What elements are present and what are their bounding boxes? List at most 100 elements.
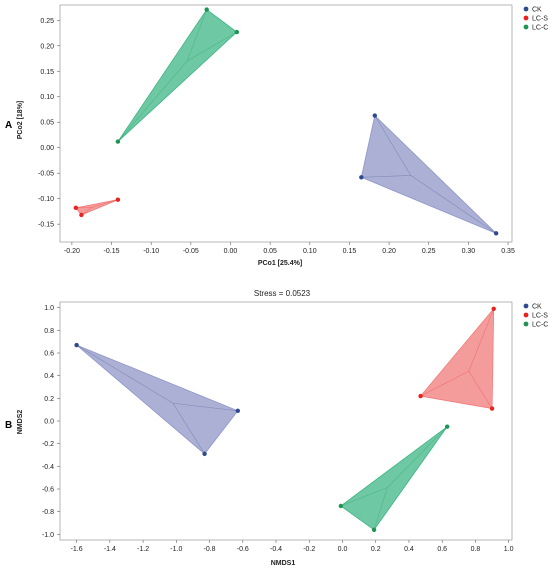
spoke-ck xyxy=(410,175,497,234)
x-tick-label: -0.05 xyxy=(183,248,199,255)
y-tick-label: 0.20 xyxy=(40,43,54,50)
x-tick-label: 0.35 xyxy=(501,248,515,255)
panel-b-plot-frame xyxy=(59,301,513,541)
point-lc-s xyxy=(73,205,79,211)
x-tick-label: -1.2 xyxy=(137,546,149,553)
panel-a-letter: A xyxy=(5,120,12,131)
point-lc-c xyxy=(234,29,240,35)
panel-a-hulls xyxy=(75,9,497,234)
y-tick-label: 0.0 xyxy=(44,419,54,426)
point-ck xyxy=(202,451,207,457)
point-lc-s xyxy=(115,197,121,202)
legend-label-ck: CK xyxy=(532,304,542,311)
point-ck xyxy=(359,175,364,180)
legend-marker-ck xyxy=(523,303,529,309)
panel-a-x-axis-title: PCo1 [25.4%] xyxy=(258,260,302,267)
x-tick-label: 0.2 xyxy=(371,546,381,553)
spoke-lc-s xyxy=(468,308,494,372)
panel-a-points xyxy=(73,7,499,236)
y-tick-label: 0.00 xyxy=(40,145,54,152)
spoke-lc-c xyxy=(186,31,237,62)
x-tick-label: 0.8 xyxy=(471,546,481,553)
x-tick-label: 0.05 xyxy=(263,248,277,255)
x-tick-label: -1.4 xyxy=(104,546,116,553)
panel-b-hulls xyxy=(76,307,495,531)
spoke-ck xyxy=(374,115,412,176)
x-tick-label: -0.10 xyxy=(143,248,159,255)
y-tick-label: 0.4 xyxy=(44,373,54,380)
spoke-lc-c xyxy=(373,487,388,530)
y-tick-label: -0.2 xyxy=(42,441,54,448)
panel-b-legend: CK LC-S LC-C xyxy=(523,303,548,329)
hull-ck xyxy=(76,344,239,455)
panel-b-nmds: Stress = 0.0523 B NMDS2 NMDS1 -1.6 -1.4 -1… xyxy=(5,289,548,567)
x-tick-label: -0.2 xyxy=(303,546,315,553)
panel-b-stress-title: Stress = 0.0523 xyxy=(254,289,311,298)
y-tick-label: -0.8 xyxy=(42,509,54,516)
panel-a-legend: CK LC-S LC-C xyxy=(523,6,548,32)
panel-a-pcoa: A PCo2 [18%] PCo1 [25.4%] -0.20 -0.15 -0.1… xyxy=(5,4,548,267)
x-tick-label: 0.25 xyxy=(422,248,436,255)
legend-label-lc-s: LC-S xyxy=(532,16,548,23)
legend-label-lc-c: LC-C xyxy=(532,322,548,329)
y-tick-label: -0.10 xyxy=(38,196,54,203)
y-tick-label: 0.10 xyxy=(40,94,54,101)
point-lc-c xyxy=(444,424,450,429)
spoke-ck xyxy=(172,403,205,455)
x-tick-label: 0.6 xyxy=(437,546,447,553)
spoke-lc-s xyxy=(420,370,469,397)
panel-b-points xyxy=(74,306,496,532)
y-tick-label: -0.6 xyxy=(42,487,54,494)
legend-label-lc-c: LC-C xyxy=(532,25,548,32)
point-lc-s xyxy=(489,406,495,411)
point-lc-s xyxy=(79,212,84,218)
panel-a-ticks: -0.20 -0.15 -0.10 -0.05 0.00 0.05 0.10 0.15 0.20… xyxy=(38,18,515,255)
y-tick-label: 0.2 xyxy=(44,396,54,403)
panel-b-x-axis-title: NMDS1 xyxy=(271,560,296,567)
legend-label-ck: CK xyxy=(532,7,542,14)
spoke-lc-s xyxy=(91,199,118,208)
spoke-lc-s xyxy=(468,370,493,409)
spoke-ck xyxy=(172,402,238,412)
point-lc-c xyxy=(371,527,377,532)
y-tick-label: -0.15 xyxy=(38,222,54,229)
legend-marker-lc-c xyxy=(523,24,529,30)
y-tick-label: 1.0 xyxy=(44,305,54,312)
y-tick-label: -0.05 xyxy=(38,171,54,178)
legend-marker-lc-s xyxy=(523,15,529,21)
point-ck xyxy=(372,113,378,118)
spoke-ck xyxy=(361,175,411,178)
panel-b-y-axis-title: NMDS2 xyxy=(17,410,24,435)
x-tick-label: 0.20 xyxy=(382,248,396,255)
point-lc-s xyxy=(418,393,423,399)
y-tick-label: 0.8 xyxy=(44,328,54,335)
point-ck xyxy=(74,342,79,348)
point-lc-c xyxy=(115,139,121,144)
x-tick-label: 0.15 xyxy=(343,248,357,255)
y-tick-label: 0.05 xyxy=(40,120,54,127)
x-tick-label: 0.10 xyxy=(303,248,317,255)
panel-b-letter: B xyxy=(5,420,12,431)
panel-b-ticks: -1.6 -1.4 -1.2 -1.0 -0.8 -0.6 -0.4 -0.2 0.0 0.2 0.… xyxy=(42,305,514,553)
y-tick-label: 0.6 xyxy=(44,351,54,358)
hull-lc-c xyxy=(340,426,448,531)
y-tick-label: -1.0 xyxy=(42,532,54,539)
y-tick-label: -0.4 xyxy=(42,464,54,471)
legend-marker-lc-s xyxy=(523,312,529,318)
hull-lc-c xyxy=(117,9,238,142)
hull-ck xyxy=(360,114,497,234)
x-tick-label: -0.15 xyxy=(104,248,120,255)
y-tick-label: 0.15 xyxy=(40,69,54,76)
x-tick-label: -1.6 xyxy=(71,546,83,553)
legend-marker-lc-c xyxy=(523,321,529,327)
x-tick-label: -0.8 xyxy=(204,546,216,553)
legend-marker-ck xyxy=(523,6,529,12)
x-tick-label: 0.0 xyxy=(338,546,348,553)
spoke-lc-c xyxy=(186,9,207,62)
panel-a-plot-frame xyxy=(59,4,513,243)
point-lc-c xyxy=(204,7,209,12)
point-ck xyxy=(493,231,499,236)
y-tick-label: 0.25 xyxy=(40,18,54,25)
point-ck xyxy=(235,408,241,413)
x-tick-label: 0.30 xyxy=(462,248,476,255)
